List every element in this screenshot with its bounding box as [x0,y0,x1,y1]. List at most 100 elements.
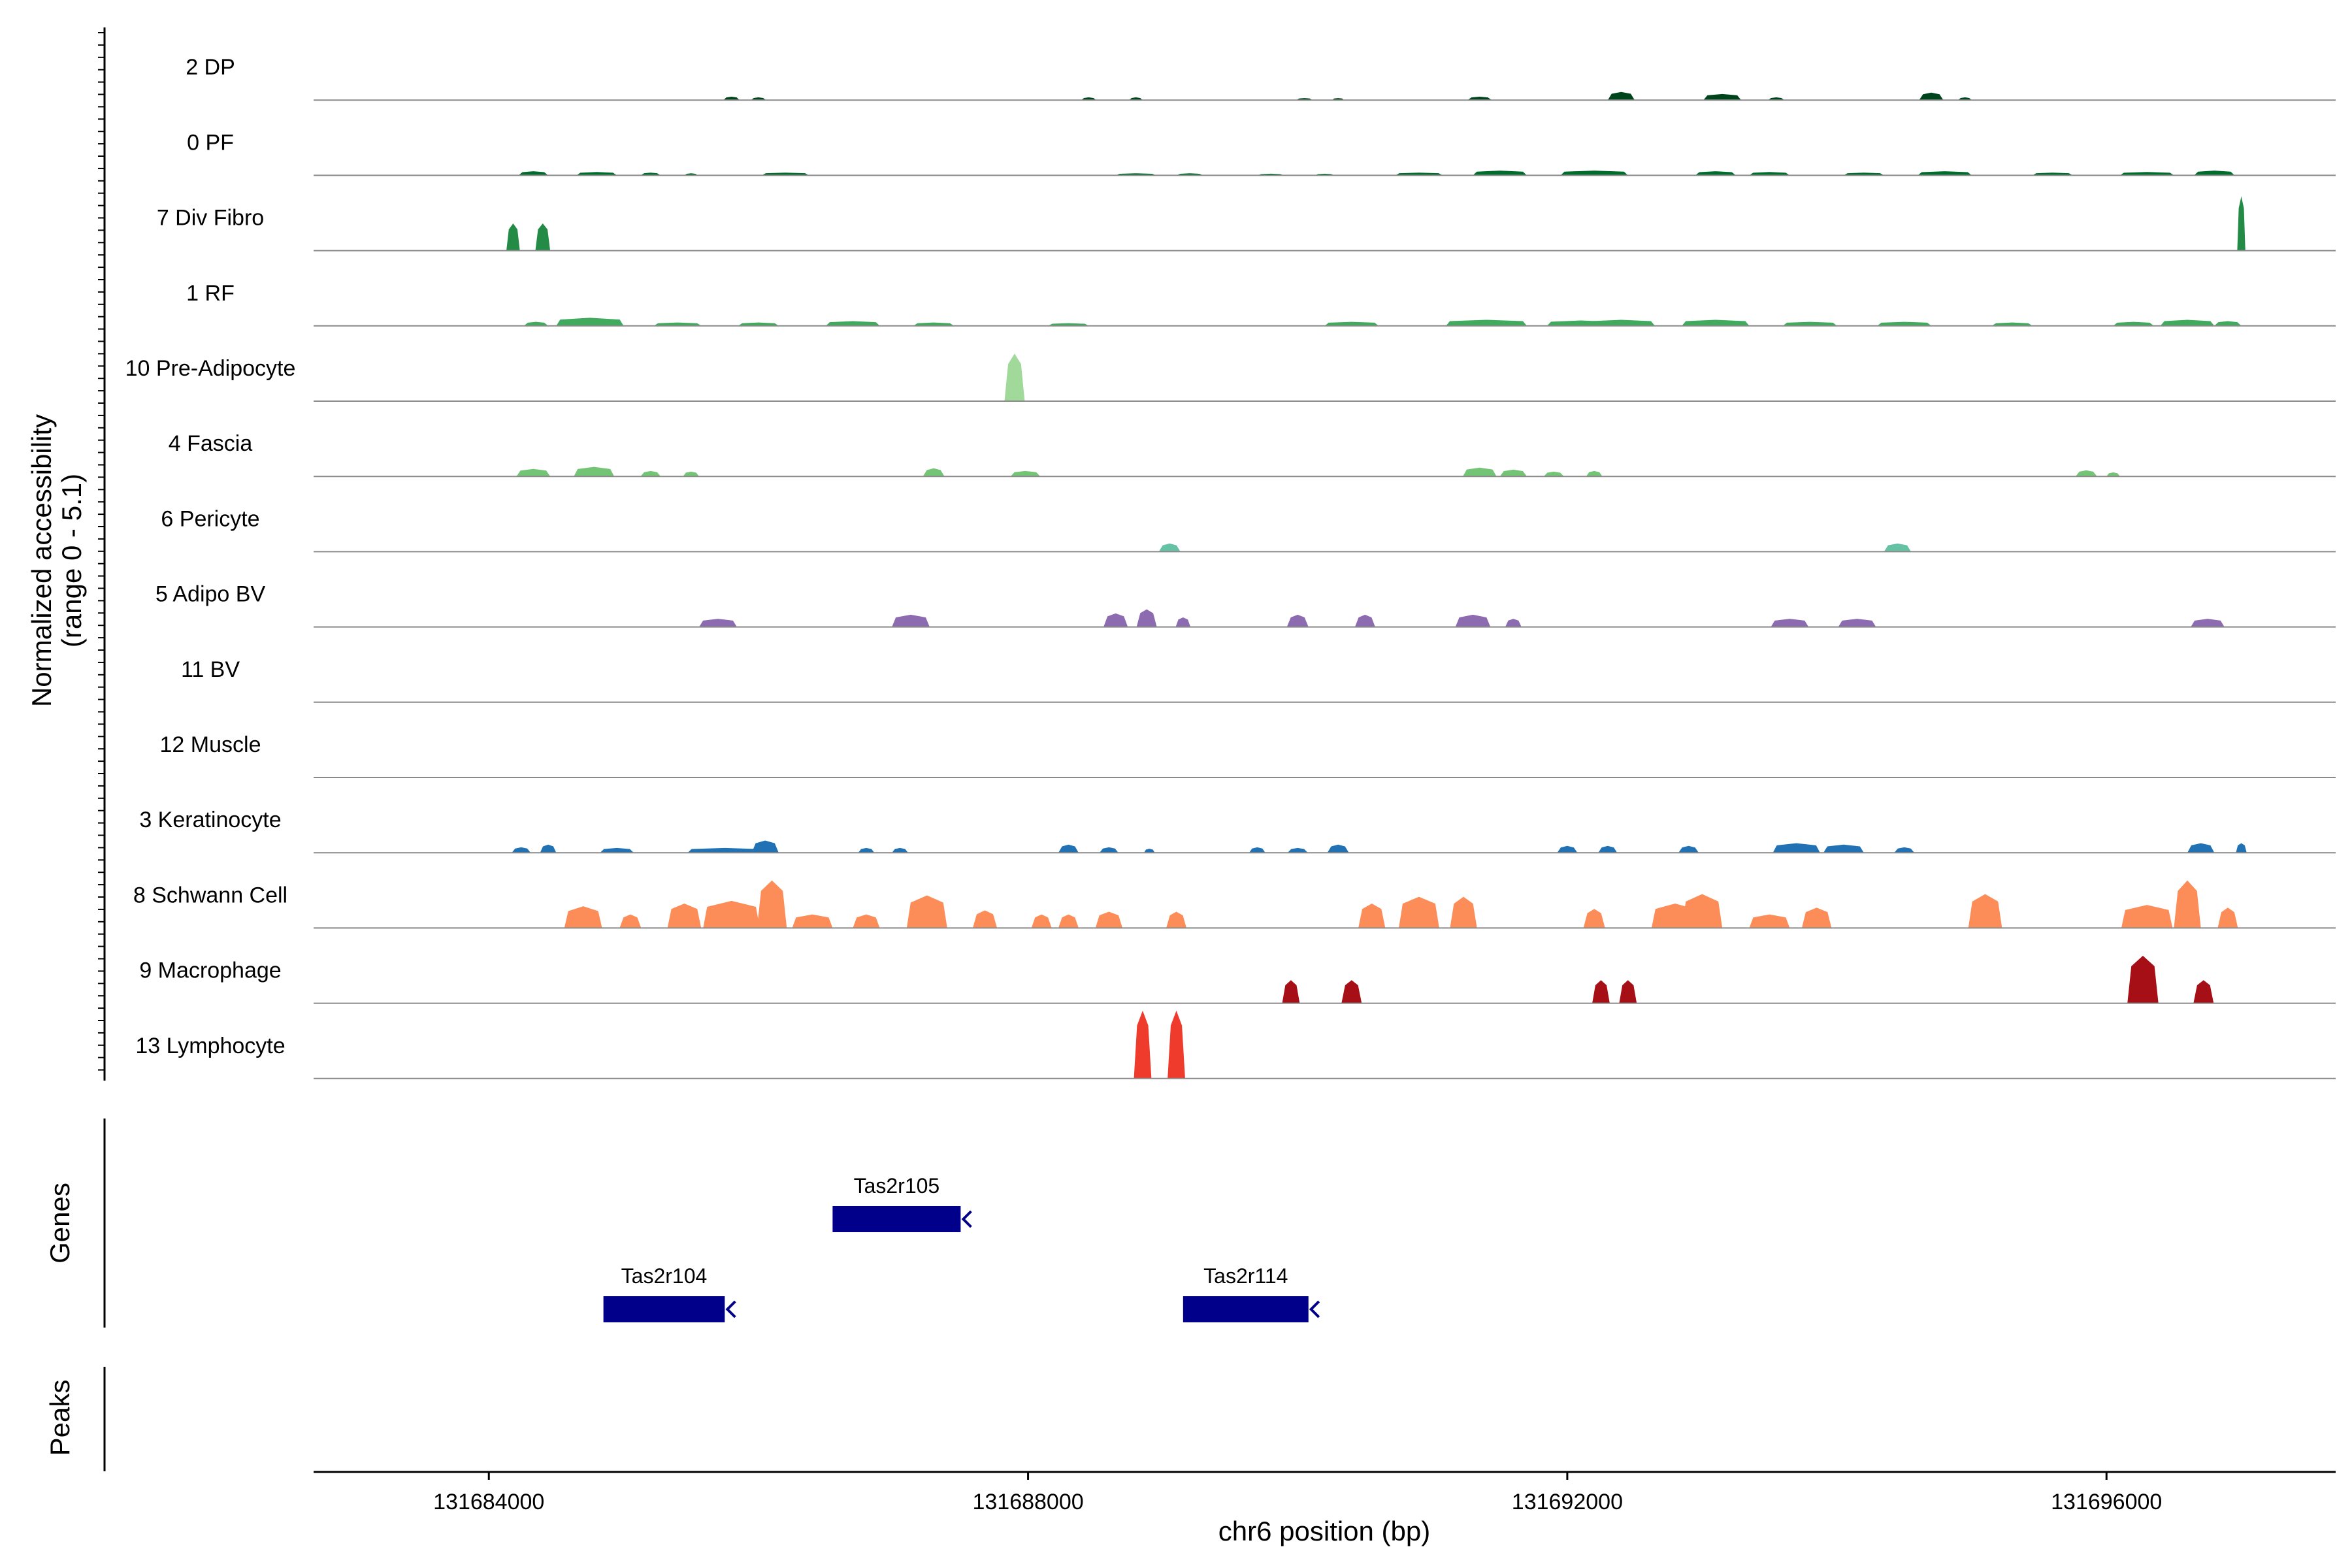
track-peak [516,468,551,477]
track-peak [1499,469,1527,477]
track-peak [619,914,642,928]
track-peak [1395,172,1443,176]
gene-tas2r105: Tas2r105 [832,1174,972,1232]
track-peak [1560,171,1628,176]
track-peak [906,895,947,928]
track-peak [1801,907,1832,928]
track-peak [1144,848,1155,853]
track-peak [2236,843,2247,853]
track-peak [699,619,737,627]
track-3-keratinocyte: 3 Keratinocyte [139,808,2336,854]
track-peak [1682,894,1723,928]
track-peak [1358,903,1386,928]
track-peak [1354,614,1375,627]
track-peak [1324,321,1379,326]
track-peak [1341,980,1362,1004]
track-label: 10 Pre-Adipocyte [125,356,296,381]
track-peak [1129,97,1143,101]
track-peak [1703,93,1742,101]
track-peak [1327,844,1349,853]
track-13-lymphocyte: 13 Lymphocyte [135,1010,2336,1079]
track-7-div-fibro: 7 Div Fibro [157,196,2336,252]
track-peak [653,322,702,326]
track-peak [2113,321,2154,326]
track-2-dp: 2 DP [186,55,2336,101]
track-4-fascia: 4 Fascia [169,431,2336,478]
track-peak [1619,980,1637,1004]
track-peak [667,903,702,928]
track-peak [640,470,661,477]
track-peak [923,468,945,477]
track-peak [1607,91,1635,101]
track-peak [1081,97,1096,101]
track-peak [1168,1010,1185,1079]
peaks-label: Peaks [44,1380,75,1456]
track-peak [1398,896,1439,928]
track-peak [1768,97,1785,101]
track-peak [2160,319,2215,326]
track-peak [556,318,624,326]
track-peak [972,910,998,928]
gene-strand-arrow [961,1210,972,1228]
track-peak [1843,172,1884,176]
track-peak [1877,321,1931,326]
track-peak [892,614,930,627]
x-axis-label: chr6 position (bp) [1218,1516,1431,1546]
track-peak [2217,907,2238,928]
track-peak [687,847,762,853]
track-peak [1166,911,1187,928]
track-peak [2194,171,2235,176]
track-peak [1894,847,1915,853]
x-tick-label: 131696000 [2051,1490,2162,1514]
track-12-muscle: 12 Muscle [160,732,2336,778]
track-peak [1586,470,1603,477]
gene-label: Tas2r105 [854,1174,940,1198]
track-peak [523,321,549,326]
track-peak [1287,847,1308,853]
gene-tas2r104: Tas2r104 [603,1264,736,1322]
track-peak [1991,322,2033,326]
gene-strand-arrow [1309,1300,1320,1318]
x-axis: 131684000 131688000 131692000 131696000 [314,1471,2336,1514]
track-label: 13 Lymphocyte [135,1034,285,1058]
track-0-pf: 0 PF [187,130,2336,176]
track-peak [1134,1010,1152,1079]
track-peak [1103,613,1128,627]
track-label: 8 Schwann Cell [133,883,287,907]
track-peak [683,471,700,477]
track-peak [506,223,520,251]
track-peak [1823,844,1864,853]
genes-label: Genes [44,1183,75,1264]
gene-body [603,1296,725,1322]
track-peak [1968,894,2002,928]
track-peak [1136,609,1157,627]
track-label: 4 Fascia [169,431,253,456]
track-peak [1004,353,1025,401]
track-peak [703,900,760,928]
track-peak [1282,980,1300,1004]
track-peak [2193,980,2214,1004]
gene-body [1183,1296,1309,1322]
track-peak [1467,97,1492,101]
track-peak [1749,914,1790,928]
track-peak [1682,319,1750,326]
track-peak [2187,843,2215,853]
x-tick-label: 131692000 [1512,1490,1623,1514]
y-axis-sublabel: (range 0 - 5.1) [56,474,87,647]
track-label: 2 DP [186,55,235,80]
track-peak [1557,845,1578,853]
track-peak [826,321,880,326]
track-peak [1473,171,1527,176]
track-peak [540,844,557,853]
track-peak [1010,470,1041,477]
track-peak [1771,619,1809,627]
track-peak [2119,172,2174,176]
track-peak [913,322,955,326]
track-peak [2191,619,2225,627]
track-5-adipo-bv: 5 Adipo BV [155,582,2336,628]
track-peak [2214,321,2242,326]
track-peak [1695,171,1736,176]
track-peak [2127,955,2159,1004]
genes-panel: Tas2r105 Tas2r104 Tas2r114 [103,1119,1320,1328]
